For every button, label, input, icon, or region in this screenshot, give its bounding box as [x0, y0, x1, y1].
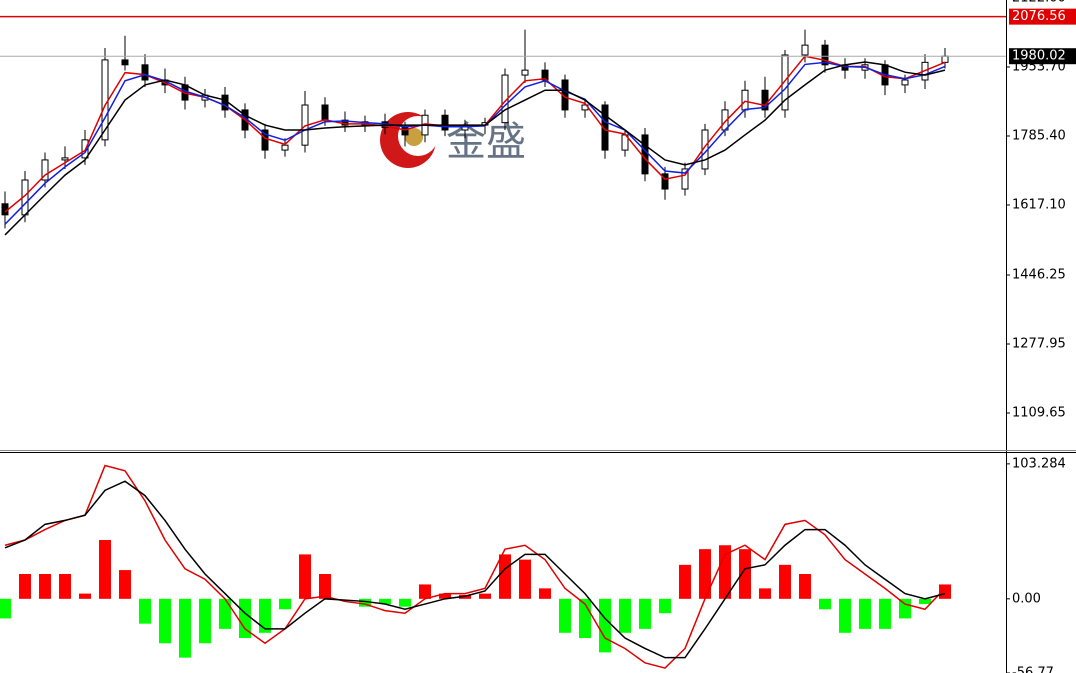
- y-tick-label: 1785.40: [1012, 128, 1066, 143]
- histogram-bar: [359, 598, 371, 607]
- histogram-bar: [619, 598, 631, 633]
- price-label: 2076.56: [1012, 9, 1066, 24]
- histogram-bar: [399, 598, 411, 607]
- histogram-bar: [79, 593, 91, 599]
- histogram-bar: [859, 598, 871, 629]
- candle-body: [521, 69, 529, 76]
- histogram-bar: [419, 584, 431, 599]
- histogram-bar: [759, 588, 771, 599]
- histogram-bar: [839, 598, 851, 633]
- histogram-bar: [99, 540, 111, 599]
- candle-body: [401, 127, 409, 136]
- histogram-bar: [379, 598, 391, 605]
- histogram-bar: [799, 573, 811, 599]
- histogram-bar: [519, 559, 531, 599]
- candle-body: [641, 134, 649, 175]
- candle-body: [541, 69, 549, 81]
- histogram-bar: [879, 598, 891, 629]
- y-tick-label: 103.284: [1012, 456, 1066, 471]
- histogram-bar: [559, 598, 571, 633]
- histogram-bar: [599, 598, 611, 653]
- price-label: 1980.02: [1012, 49, 1066, 64]
- histogram-bar: [919, 598, 931, 605]
- y-tick-label: 1109.65: [1012, 406, 1066, 421]
- histogram-bar: [119, 570, 131, 599]
- moving-average: [4, 61, 946, 236]
- candle-body: [281, 144, 289, 151]
- candle-body: [941, 55, 949, 63]
- histogram-bar: [0, 598, 11, 619]
- y-tick-label: 1617.10: [1012, 197, 1066, 212]
- histogram-bar: [139, 598, 151, 624]
- histogram-bar: [539, 588, 551, 599]
- candle-body: [821, 44, 829, 66]
- candle-body: [901, 79, 909, 86]
- price-label-box: [1009, 8, 1076, 25]
- moving-average: [4, 61, 946, 225]
- candle-body: [321, 104, 329, 121]
- y-tick-label: 1953.70: [1012, 59, 1066, 74]
- price-label-box: [1009, 48, 1076, 65]
- histogram-bar: [179, 598, 191, 658]
- candle-body: [741, 89, 749, 111]
- candle-body: [801, 44, 809, 56]
- histogram-bar: [59, 573, 71, 599]
- candle-body: [761, 89, 769, 111]
- macd-line: [4, 464, 946, 669]
- histogram-bar: [319, 573, 331, 599]
- histogram-bar: [659, 598, 671, 614]
- y-tick-label: 0.00: [1012, 591, 1041, 606]
- y-tick-label: 1277.95: [1012, 337, 1066, 352]
- macd-line: [4, 480, 946, 659]
- candle-body: [41, 159, 49, 181]
- histogram-bar: [159, 598, 171, 644]
- histogram-bar: [219, 598, 231, 629]
- y-tick-label: -56.77: [1012, 666, 1054, 673]
- candle-body: [781, 54, 789, 111]
- histogram-bar: [259, 598, 271, 633]
- histogram-bar: [699, 549, 711, 599]
- histogram-bar: [779, 564, 791, 599]
- histogram-bar: [479, 593, 491, 599]
- histogram-bar: [199, 598, 211, 644]
- histogram-bar: [299, 554, 311, 599]
- histogram-bar: [439, 593, 451, 599]
- candle-body: [61, 157, 69, 161]
- candle-body: [681, 168, 689, 190]
- histogram-bar: [499, 554, 511, 599]
- histogram-bar: [739, 549, 751, 599]
- candle-body: [601, 104, 609, 151]
- candle-body: [661, 173, 669, 190]
- histogram-bar: [719, 545, 731, 599]
- candle-body: [141, 64, 149, 81]
- histogram-bar: [239, 598, 251, 639]
- candle-body: [261, 129, 269, 151]
- histogram-bar: [639, 598, 651, 629]
- candle-body: [441, 114, 449, 131]
- histogram-bar: [279, 598, 291, 610]
- y-tick-label: 1446.25: [1012, 268, 1066, 283]
- histogram-bar: [679, 564, 691, 599]
- histogram-bar: [939, 584, 951, 599]
- histogram-bar: [819, 598, 831, 610]
- candle-body: [121, 59, 129, 66]
- histogram-bar: [19, 573, 31, 599]
- histogram-bar: [39, 573, 51, 599]
- histogram-bar: [899, 598, 911, 619]
- y-tick-label: 2122.00: [1012, 0, 1066, 6]
